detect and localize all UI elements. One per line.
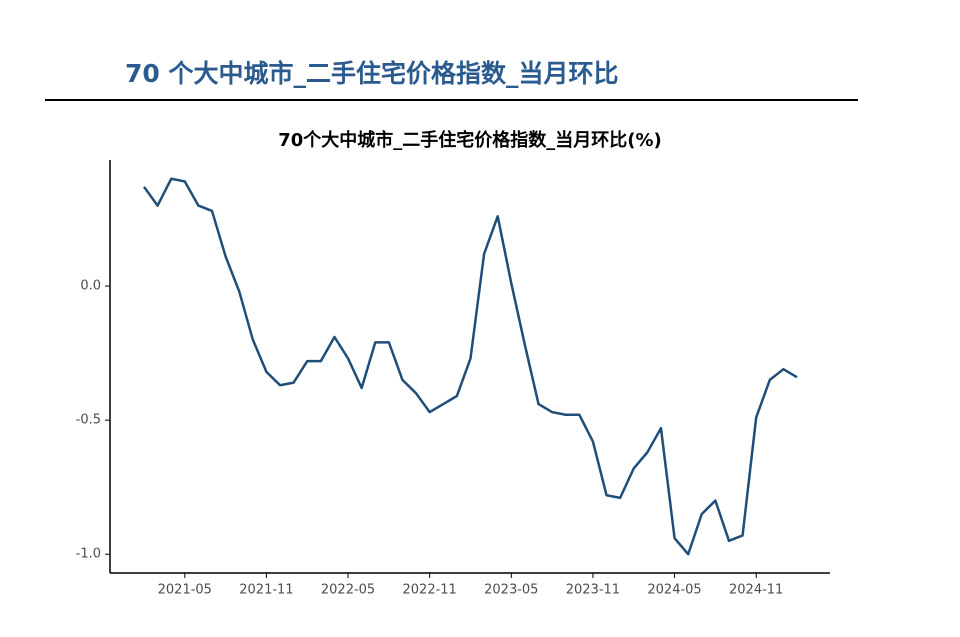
x-tick-label: 2022-05 — [321, 583, 375, 598]
x-tick-label: 2021-11 — [239, 583, 293, 598]
x-tick-label: 2024-05 — [647, 583, 701, 598]
x-tick-label: 2023-05 — [484, 583, 538, 598]
chart-title: 70个大中城市_二手住宅价格指数_当月环比(%) — [278, 129, 662, 151]
x-tick-label: 2022-11 — [403, 583, 457, 598]
page-title: 70 个大中城市_二手住宅价格指数_当月环比 — [125, 59, 619, 88]
data-line — [142, 177, 798, 556]
y-tick-label: -1.0 — [76, 547, 101, 562]
x-tick-label: 2021-05 — [158, 583, 212, 598]
x-tick-label: 2023-11 — [566, 583, 620, 598]
y-tick-label: -0.5 — [76, 413, 101, 428]
y-tick-label: 0.0 — [80, 279, 101, 294]
x-tick-label: 2024-11 — [729, 583, 783, 598]
